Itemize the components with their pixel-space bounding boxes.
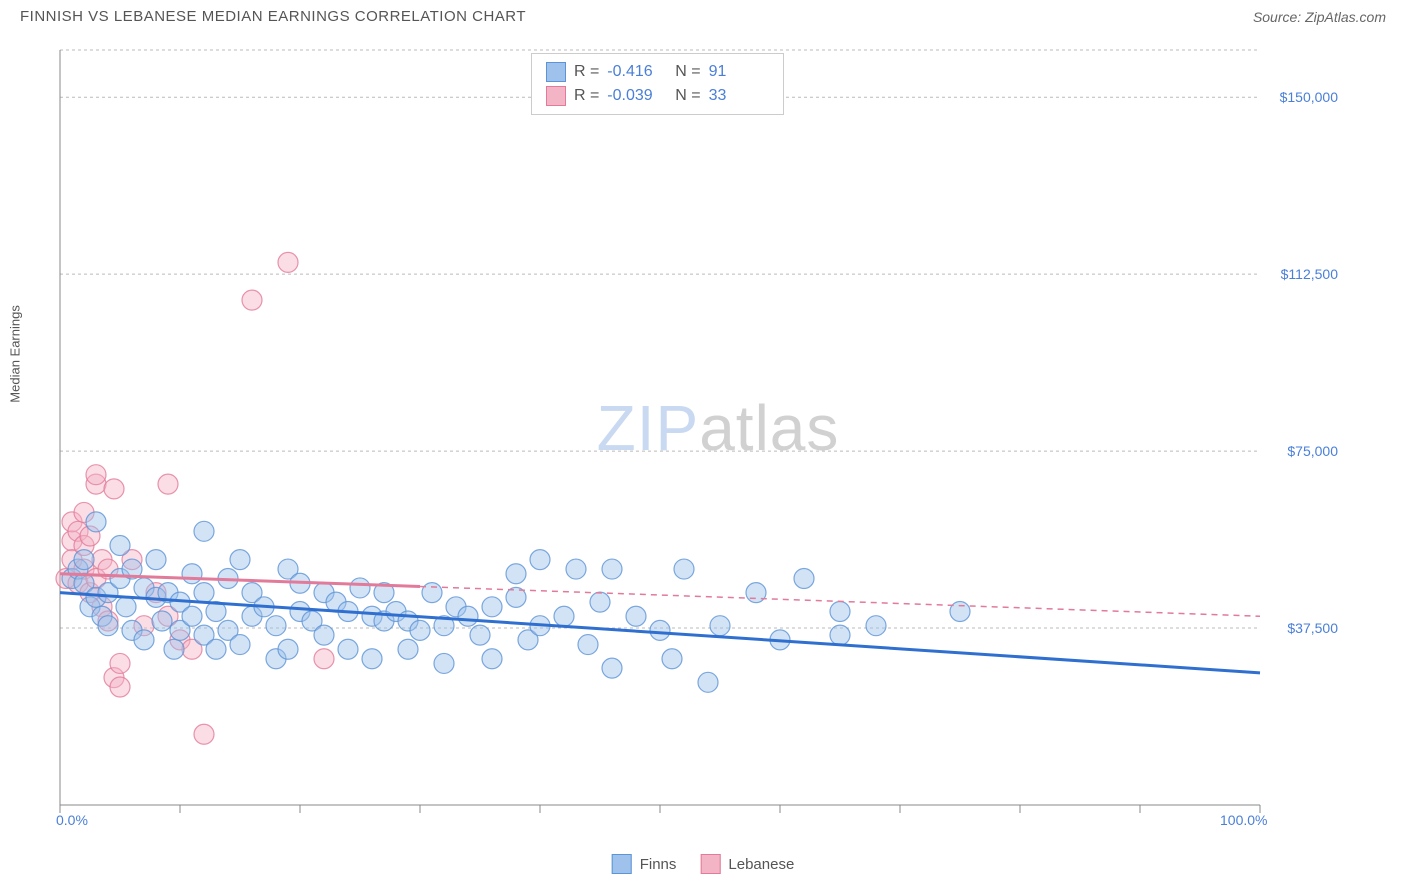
trend-line: [60, 593, 1260, 673]
data-point: [698, 672, 718, 692]
data-point: [74, 550, 94, 570]
data-point: [146, 550, 166, 570]
data-point: [554, 606, 574, 626]
data-point: [422, 583, 442, 603]
data-point: [158, 474, 178, 494]
data-point: [578, 635, 598, 655]
data-point: [182, 606, 202, 626]
series-legend: Finns Lebanese: [612, 854, 795, 874]
stat-n-label: N =: [675, 87, 700, 105]
data-point: [314, 625, 334, 645]
x-max-label: 100.0%: [1220, 812, 1267, 825]
data-point: [866, 616, 886, 636]
data-point: [602, 658, 622, 678]
y-tick-label: $150,000: [1280, 89, 1339, 105]
x-min-label: 0.0%: [56, 812, 88, 825]
data-point: [86, 512, 106, 532]
data-point: [746, 583, 766, 603]
data-point: [626, 606, 646, 626]
data-point: [314, 649, 334, 669]
data-point: [134, 630, 154, 650]
data-point: [194, 724, 214, 744]
stat-r-label: R =: [574, 63, 599, 81]
stats-legend: R = -0.416 N = 91 R = -0.039 N = 33: [531, 53, 784, 115]
data-point: [506, 564, 526, 584]
data-point: [206, 639, 226, 659]
chart-title: FINNISH VS LEBANESE MEDIAN EARNINGS CORR…: [20, 8, 526, 25]
data-point: [278, 252, 298, 272]
legend-item: Lebanese: [700, 854, 794, 874]
data-point: [830, 602, 850, 622]
data-point: [458, 606, 478, 626]
data-point: [230, 550, 250, 570]
stat-r-value: -0.039: [607, 87, 667, 105]
stat-r-label: R =: [574, 87, 599, 105]
stats-row: R = -0.039 N = 33: [546, 84, 769, 108]
data-point: [566, 559, 586, 579]
data-point: [182, 564, 202, 584]
scatter-plot: $37,500 $75,000 $112,500 $150,000 0.0% 100.0%: [50, 45, 1350, 825]
data-point: [410, 620, 430, 640]
data-point: [98, 616, 118, 636]
data-point: [794, 569, 814, 589]
data-point: [602, 559, 622, 579]
data-point: [482, 649, 502, 669]
stat-n-value: 91: [709, 63, 769, 81]
legend-swatch: [546, 86, 566, 106]
stats-row: R = -0.416 N = 91: [546, 60, 769, 84]
stat-n-value: 33: [709, 87, 769, 105]
data-point: [266, 616, 286, 636]
legend-swatch: [700, 854, 720, 874]
data-point: [482, 597, 502, 617]
data-point: [350, 578, 370, 598]
data-point: [110, 653, 130, 673]
data-point: [110, 535, 130, 555]
data-point: [674, 559, 694, 579]
data-point: [398, 639, 418, 659]
data-point: [362, 649, 382, 669]
legend-swatch: [612, 854, 632, 874]
data-point: [116, 597, 136, 617]
legend-label: Finns: [640, 856, 677, 873]
data-point: [104, 479, 124, 499]
legend-label: Lebanese: [728, 856, 794, 873]
data-point: [338, 639, 358, 659]
y-axis-label: Median Earnings: [8, 305, 23, 403]
y-tick-label: $112,500: [1281, 266, 1339, 282]
stat-n-label: N =: [675, 63, 700, 81]
data-point: [194, 521, 214, 541]
source-credit: Source: ZipAtlas.com: [1253, 9, 1386, 25]
y-tick-label: $37,500: [1287, 620, 1338, 636]
data-point: [590, 592, 610, 612]
y-tick-label: $75,000: [1287, 443, 1338, 459]
data-point: [710, 616, 730, 636]
data-point: [650, 620, 670, 640]
chart-area: Median Earnings $37,500$75,000$112,500$1…: [50, 45, 1386, 842]
data-point: [470, 625, 490, 645]
data-point: [278, 639, 298, 659]
data-point: [194, 583, 214, 603]
legend-swatch: [546, 62, 566, 82]
stat-r-value: -0.416: [607, 63, 667, 81]
data-point: [830, 625, 850, 645]
data-point: [152, 611, 172, 631]
data-point: [434, 653, 454, 673]
data-point: [242, 290, 262, 310]
legend-item: Finns: [612, 854, 677, 874]
data-point: [86, 465, 106, 485]
data-point: [530, 550, 550, 570]
data-point: [950, 602, 970, 622]
data-point: [164, 639, 184, 659]
data-point: [230, 635, 250, 655]
data-point: [662, 649, 682, 669]
data-point: [110, 677, 130, 697]
